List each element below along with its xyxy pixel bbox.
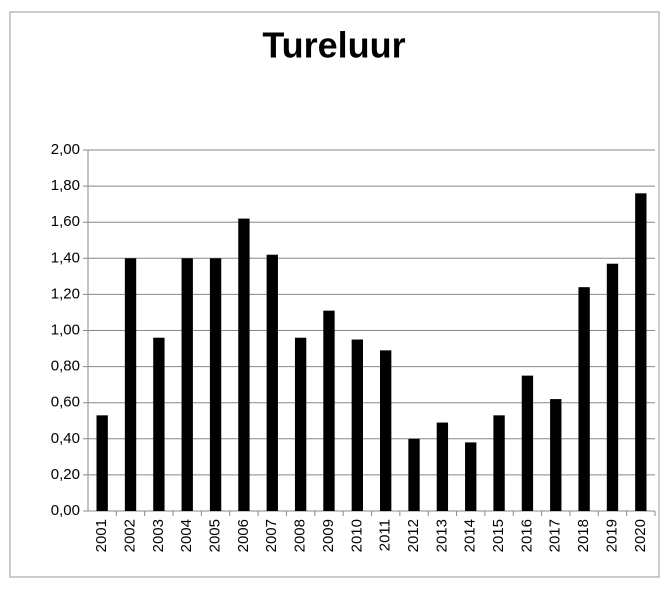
bar xyxy=(635,193,647,511)
x-tick-label: 2004 xyxy=(178,519,195,552)
y-tick-label: 0,40 xyxy=(51,430,80,447)
x-tick-label: 2011 xyxy=(377,519,394,551)
y-tick-label: 1,00 xyxy=(51,321,80,338)
chart-border xyxy=(9,11,660,578)
x-tick-label: 2008 xyxy=(292,519,309,552)
x-tick-label: 2014 xyxy=(462,519,479,552)
bar xyxy=(606,263,619,511)
bar xyxy=(408,438,420,511)
bar xyxy=(153,337,165,511)
y-tick-label: 0,60 xyxy=(51,394,80,411)
bar xyxy=(266,254,278,511)
bar xyxy=(294,337,307,511)
y-tick-label: 1,40 xyxy=(51,249,80,266)
y-tick-label: 1,60 xyxy=(51,213,80,230)
x-tick-label: 2016 xyxy=(518,519,535,552)
bar xyxy=(238,218,250,511)
x-tick-label: 2015 xyxy=(490,519,507,552)
bar xyxy=(436,422,449,511)
y-tick-label: 0,20 xyxy=(51,466,80,483)
x-tick-label: 2002 xyxy=(121,519,138,552)
bar xyxy=(181,258,193,511)
chart-title: Tureluur xyxy=(262,25,405,66)
y-tick-label: 2,00 xyxy=(51,141,80,158)
x-tick-label: 2001 xyxy=(93,519,110,552)
x-tick-label: 2006 xyxy=(235,519,252,552)
bar xyxy=(465,442,477,511)
bar xyxy=(351,339,363,511)
y-tick-label: 1,20 xyxy=(51,285,80,302)
bar xyxy=(323,310,335,511)
x-tick-label: 2009 xyxy=(320,519,337,552)
bar xyxy=(578,287,590,511)
x-tick-label: 2020 xyxy=(632,519,649,552)
x-tick-label: 2019 xyxy=(603,519,620,552)
bar xyxy=(209,258,222,511)
x-tick-label: 2003 xyxy=(150,519,167,552)
bar xyxy=(96,415,108,511)
x-tick-label: 2012 xyxy=(405,519,422,552)
bar xyxy=(550,399,562,511)
y-tick-label: 0,00 xyxy=(51,502,80,519)
bar xyxy=(493,415,505,511)
bar xyxy=(521,375,534,511)
x-tick-label: 2018 xyxy=(575,519,592,552)
x-tick-label: 2005 xyxy=(207,519,224,552)
x-tick-label: 2007 xyxy=(263,519,280,552)
y-tick-label: 1,80 xyxy=(51,177,80,194)
bar xyxy=(380,350,392,511)
x-tick-label: 2010 xyxy=(348,519,365,552)
x-tick-label: 2017 xyxy=(547,519,564,552)
y-tick-label: 0,80 xyxy=(51,358,80,375)
x-tick-label: 2013 xyxy=(433,519,450,552)
bar xyxy=(124,258,137,511)
